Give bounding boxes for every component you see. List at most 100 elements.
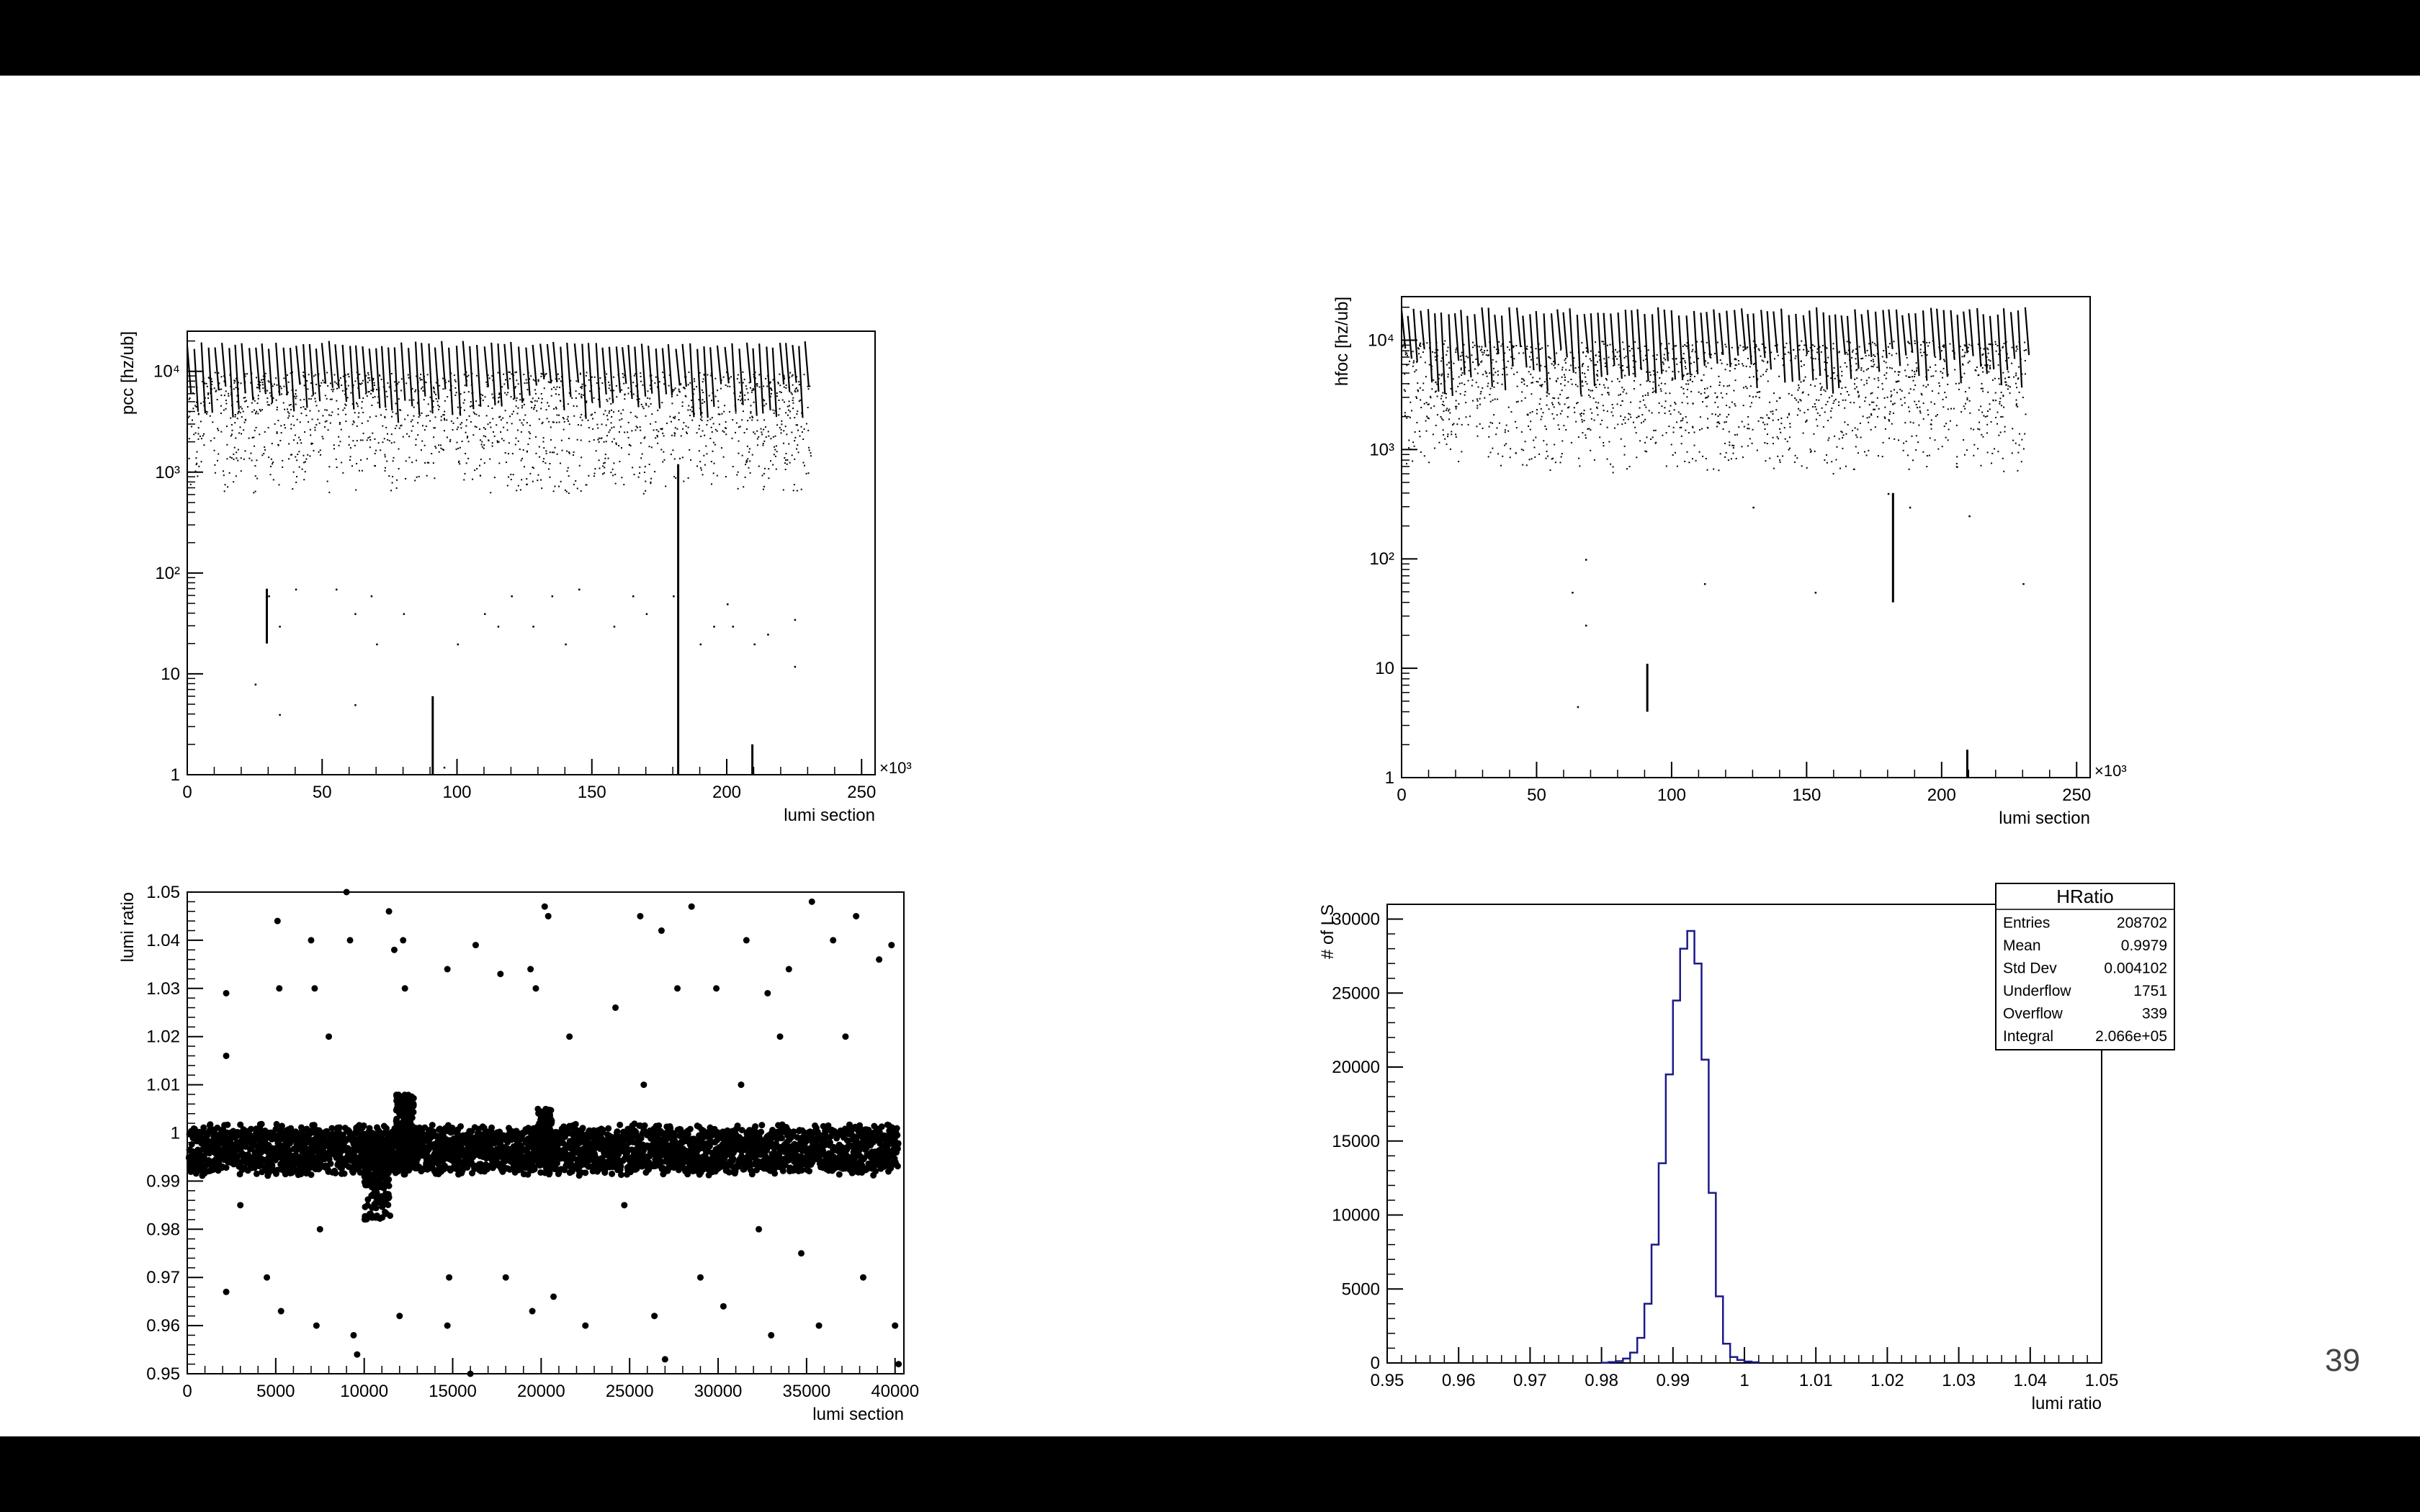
data-point [722,430,724,432]
data-point [711,400,713,402]
data-point [317,1161,324,1168]
data-point [1923,351,1925,354]
data-point [328,414,330,416]
data-point [463,374,465,376]
data-point [1407,383,1410,385]
data-point [770,388,772,390]
data-point [1947,374,1949,376]
data-point [580,490,582,492]
data-point [1476,398,1478,400]
data-point [543,387,545,390]
data-point [1619,366,1621,369]
data-point [493,398,496,400]
data-point [738,382,740,384]
data-point [1528,371,1530,373]
data-point [512,398,514,400]
lumi-ratio-vs-lumi-section-chart: 0 5000 10000 15000 20000 25000 30000 35000 40000… [118,883,919,1424]
data-point [195,457,197,459]
data-point [552,421,554,423]
data-point [608,412,610,414]
data-point [1782,455,1784,457]
data-point [1440,418,1443,420]
data-point [1641,395,1644,397]
data-point [809,385,811,387]
data-point [1898,380,1900,382]
data-point [402,436,404,438]
data-point [620,447,622,449]
data-point [1987,348,1989,351]
data-point [1717,415,1719,417]
data-point [1491,361,1493,364]
data-point [1660,390,1662,392]
data-point [255,426,257,428]
data-point [492,418,494,420]
data-point [500,395,502,397]
data-point [1639,440,1641,442]
data-point [1443,433,1445,436]
data-point [1811,344,1814,346]
data-point [293,424,295,426]
data-point [1635,432,1637,434]
data-point [661,402,663,404]
data-point [1765,346,1767,348]
data-point [1912,459,1914,462]
data-point [1442,400,1444,402]
data-point [649,374,651,377]
data-point [1908,392,1910,395]
data-point [213,449,215,451]
data-point [1610,411,1613,413]
data-point [1687,379,1689,382]
data-point [1922,402,1924,405]
data-point [674,415,676,418]
data-point [192,392,194,394]
x-axis-multiplier: ×10³ [2094,762,2127,780]
data-point [1811,349,1814,351]
data-point [1544,366,1546,368]
data-point [1436,414,1438,416]
data-point [273,1120,280,1128]
data-point [1564,384,1566,387]
data-point [1871,341,1873,343]
data-stripe [1867,310,1873,357]
data-point [1612,407,1614,409]
data-point [1853,468,1855,470]
data-point [687,426,689,428]
data-point [598,459,600,462]
data-point [789,372,792,374]
data-point [418,416,420,418]
data-point [1489,350,1492,352]
data-point [1525,464,1528,467]
data-point [357,374,359,377]
data-point [768,382,771,384]
data-point [1612,358,1614,360]
data-point [1942,367,1945,369]
data-point [298,436,300,438]
data-point [443,430,445,432]
data-point [2007,357,2009,359]
data-point [1430,397,1432,399]
data-point [1815,399,1817,401]
data-point [1883,416,1886,418]
data-point [210,390,212,392]
data-point [336,387,339,390]
data-point [593,472,596,474]
data-point [1434,356,1436,358]
data-stripe [804,341,810,387]
data-point [537,380,539,382]
data-point [302,374,305,377]
data-point [264,377,266,379]
data-point [382,386,385,388]
data-point [560,439,563,441]
data-point [1417,347,1420,349]
data-point [1626,468,1628,470]
data-point [671,395,673,397]
data-point [1639,366,1641,369]
data-point [456,428,458,431]
data-point [1955,424,1958,426]
data-point [1539,384,1541,387]
data-point [720,447,722,449]
data-point [637,476,640,478]
data-point [673,432,676,434]
data-point [1767,361,1769,363]
data-point [1991,379,1994,381]
